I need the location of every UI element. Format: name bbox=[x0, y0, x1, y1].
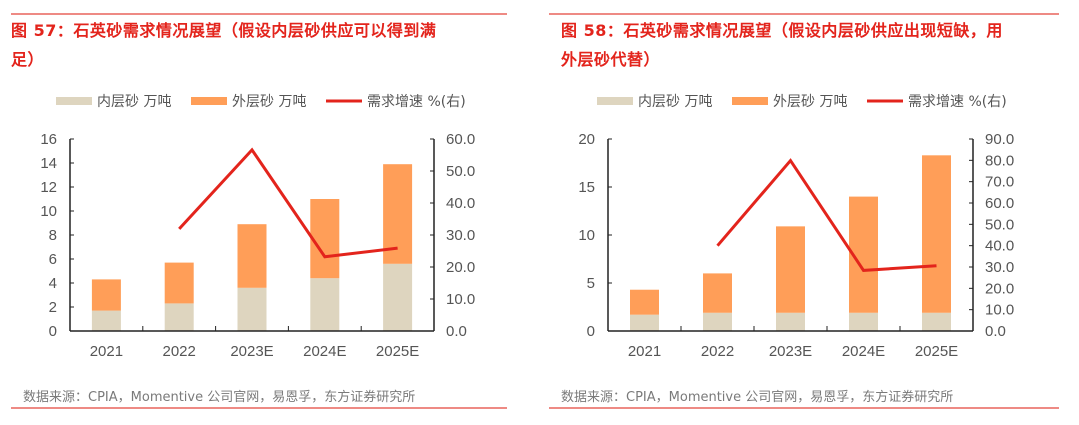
y-tick-label: 0 bbox=[49, 323, 57, 340]
x-tick-label: 2022 bbox=[701, 343, 734, 360]
bottom-divider bbox=[549, 407, 1059, 409]
x-tick-label: 2021 bbox=[628, 343, 661, 360]
x-tick-label: 2023E bbox=[230, 343, 273, 360]
bar-inner bbox=[776, 312, 805, 331]
y-tick-label: 6 bbox=[49, 251, 57, 268]
y2-tick-label: 50.0 bbox=[446, 163, 475, 180]
chart-title: 图 57：石英砂需求情况展望（假设内层砂供应可以得到满 足） bbox=[11, 16, 507, 74]
x-tick-label: 2025E bbox=[915, 343, 958, 360]
legend-swatch bbox=[326, 99, 362, 103]
title-line: 足） bbox=[11, 50, 45, 69]
y-tick-label: 10 bbox=[40, 203, 57, 220]
y2-tick-label: 40.0 bbox=[446, 195, 475, 212]
x-tick-label: 2023E bbox=[769, 343, 812, 360]
y2-tick-label: 30.0 bbox=[446, 227, 475, 244]
y-tick-label: 10 bbox=[578, 227, 595, 244]
source-note: 数据来源：CPIA，Momentive 公司官网，易恩孚，东方证券研究所 bbox=[23, 390, 416, 405]
bar-inner bbox=[237, 287, 267, 331]
bar-outer bbox=[237, 224, 267, 288]
y2-tick-label: 70.0 bbox=[985, 174, 1014, 191]
bar-outer bbox=[630, 289, 659, 315]
y-tick-label: 16 bbox=[40, 131, 57, 148]
source-note: 数据来源：CPIA，Momentive 公司官网，易恩孚，东方证券研究所 bbox=[561, 390, 954, 405]
y-tick-label: 12 bbox=[40, 179, 57, 196]
bar-inner bbox=[164, 303, 194, 331]
bottom-divider bbox=[11, 407, 507, 409]
bar-inner bbox=[703, 312, 732, 331]
bar-outer bbox=[703, 273, 732, 313]
x-tick-label: 2025E bbox=[376, 343, 419, 360]
y-tick-label: 15 bbox=[578, 179, 595, 196]
y2-tick-label: 20.0 bbox=[985, 280, 1014, 297]
legend-label: 需求增速 %(右) bbox=[908, 94, 1007, 110]
bar-outer bbox=[164, 262, 194, 304]
legend-swatch bbox=[732, 97, 768, 105]
bar-outer bbox=[383, 164, 413, 264]
growth-line bbox=[178, 147, 398, 259]
y2-tick-label: 50.0 bbox=[985, 216, 1014, 233]
bar-outer bbox=[310, 199, 340, 279]
legend-swatch bbox=[191, 97, 227, 105]
growth-line bbox=[716, 158, 937, 272]
bar-inner bbox=[630, 314, 659, 331]
bar-inner bbox=[922, 312, 951, 331]
legend-label: 外层砂 万吨 bbox=[232, 94, 306, 110]
bar-inner bbox=[310, 278, 340, 331]
y2-tick-label: 10.0 bbox=[446, 291, 475, 308]
chart-title: 图 58：石英砂需求情况展望（假设内层砂供应出现短缺，用 外层砂代替） bbox=[561, 16, 1059, 74]
bar-inner bbox=[383, 263, 413, 331]
chart-panel-58: 图 58：石英砂需求情况展望（假设内层砂供应出现短缺，用 外层砂代替） 内层砂 … bbox=[549, 0, 1059, 425]
legend-label: 需求增速 %(右) bbox=[367, 94, 466, 110]
bar-inner bbox=[849, 312, 878, 331]
title-line: 图 58：石英砂需求情况展望（假设内层砂供应出现短缺，用 bbox=[561, 21, 1003, 40]
x-tick-label: 2022 bbox=[163, 343, 196, 360]
legend-swatch bbox=[597, 97, 633, 105]
legend-swatch bbox=[867, 99, 903, 103]
top-divider bbox=[549, 13, 1059, 15]
title-line: 外层砂代替） bbox=[561, 50, 661, 69]
y-tick-label: 14 bbox=[40, 155, 57, 172]
y2-tick-label: 0.0 bbox=[446, 323, 467, 340]
title-line: 图 57：石英砂需求情况展望（假设内层砂供应可以得到满 bbox=[11, 21, 437, 40]
chart-panel-57: 图 57：石英砂需求情况展望（假设内层砂供应可以得到满 足） 内层砂 万吨 外层砂… bbox=[11, 0, 507, 425]
legend-label: 内层砂 万吨 bbox=[638, 94, 712, 110]
y-tick-label: 5 bbox=[587, 275, 595, 292]
bar-inner bbox=[91, 310, 121, 331]
chart-57: 内层砂 万吨 外层砂 万吨 需求增速 %(右) 2021 2022 2023E 2024E 2… bbox=[40, 94, 475, 360]
x-tick-label: 2024E bbox=[303, 343, 346, 360]
y-tick-label: 0 bbox=[587, 323, 595, 340]
bar-outer bbox=[776, 226, 805, 313]
y2-tick-label: 40.0 bbox=[985, 238, 1014, 255]
bar-outer bbox=[91, 279, 121, 311]
chart-58: 内层砂 万吨 外层砂 万吨 需求增速 %(右) 2021 2022 2023E 2024E 2… bbox=[578, 94, 1014, 360]
x-tick-label: 2024E bbox=[842, 343, 885, 360]
y2-tick-label: 30.0 bbox=[985, 259, 1014, 276]
x-tick-label: 2021 bbox=[90, 343, 123, 360]
y-tick-label: 4 bbox=[49, 275, 57, 292]
top-divider bbox=[11, 13, 507, 15]
y-tick-label: 8 bbox=[49, 227, 57, 244]
legend-label: 内层砂 万吨 bbox=[97, 94, 171, 110]
y2-tick-label: 0.0 bbox=[985, 323, 1006, 340]
y-tick-label: 20 bbox=[578, 131, 595, 148]
legend-label: 外层砂 万吨 bbox=[773, 94, 847, 110]
y2-tick-label: 90.0 bbox=[985, 131, 1014, 148]
y-tick-label: 2 bbox=[49, 299, 57, 316]
y2-tick-label: 60.0 bbox=[446, 131, 475, 148]
bar-outer bbox=[922, 155, 951, 313]
y2-tick-label: 20.0 bbox=[446, 259, 475, 276]
y2-tick-label: 10.0 bbox=[985, 302, 1014, 319]
y2-tick-label: 60.0 bbox=[985, 195, 1014, 212]
y2-tick-label: 80.0 bbox=[985, 152, 1014, 169]
legend-swatch bbox=[56, 97, 92, 105]
